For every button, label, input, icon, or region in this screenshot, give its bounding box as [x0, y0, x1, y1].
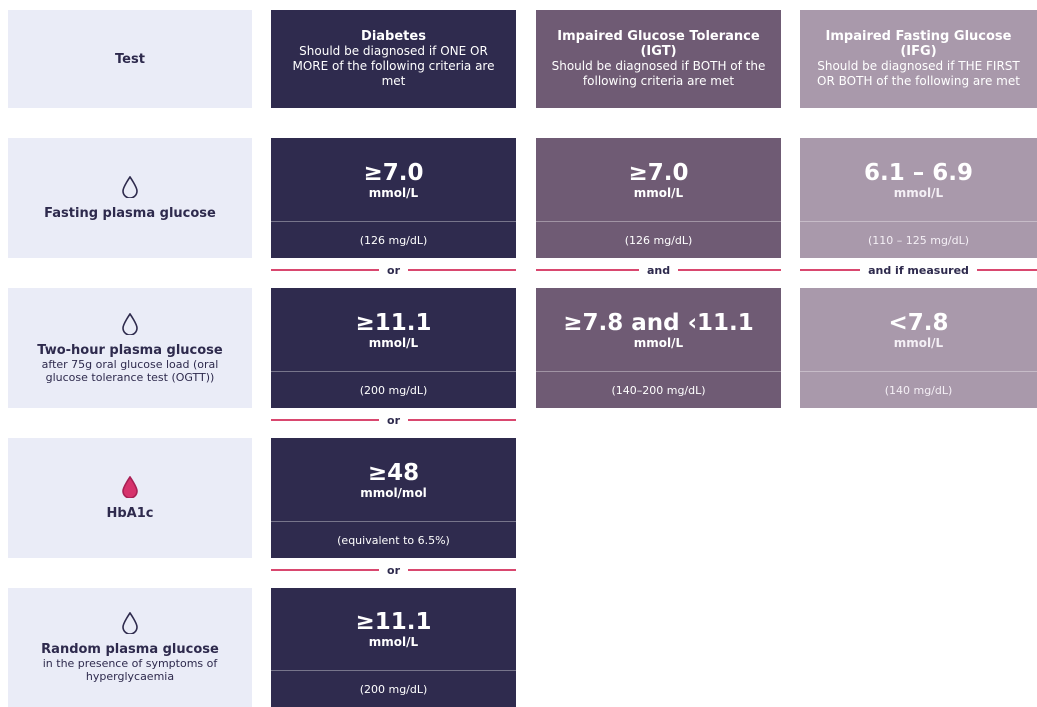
test-name: Fasting plasma glucose: [44, 205, 216, 221]
cell-main: 6.1 – 6.9 mmol/L: [800, 138, 1037, 222]
connector: or: [271, 563, 517, 577]
connector-line: [271, 569, 380, 571]
value: ≥7.8 and ‹11.1: [563, 309, 754, 336]
cell-main: ≥11.1 mmol/L: [271, 288, 516, 372]
value: 6.1 – 6.9: [863, 159, 973, 186]
sub-value: (140 mg/dL): [800, 371, 1037, 408]
cell-main: ≥11.1 mmol/L: [271, 588, 516, 671]
header-igt: Impaired Glucose Tolerance (IGT) Should b…: [536, 10, 781, 108]
connector-label: and if measured: [868, 263, 969, 277]
test-cell: HbA1c: [8, 438, 252, 558]
unit: mmol/L: [633, 335, 684, 350]
connector: and if measured: [800, 263, 1037, 277]
header-title: Impaired Fasting Glucose (IFG): [825, 29, 1012, 59]
test-note: in the presence of symptoms of hyperglyc…: [42, 657, 218, 683]
connector-line: [800, 269, 861, 271]
sub-value: (126 mg/dL): [536, 221, 781, 258]
sub-value: (110 – 125 mg/dL): [800, 221, 1037, 258]
header-ifg: Impaired Fasting Glucose (IFG) Should be …: [800, 10, 1037, 108]
criteria-cell: ≥7.0 mmol/L (126 mg/dL): [536, 138, 781, 258]
value: ≥11.1: [355, 309, 432, 336]
sub-value: (200 mg/dL): [271, 670, 516, 707]
criteria-cell: 6.1 – 6.9 mmol/L (110 – 125 mg/dL): [800, 138, 1037, 258]
value: ≥7.0: [363, 159, 424, 186]
connector-line: [408, 419, 517, 421]
unit: mmol/L: [893, 335, 944, 350]
drop-icon: [122, 312, 138, 335]
drop-icon: [122, 475, 138, 498]
header-test: Test: [8, 10, 252, 108]
header-subtitle: Should be diagnosed if BOTH of the follo…: [551, 59, 766, 88]
sub-value: (200 mg/dL): [271, 371, 516, 408]
connector-line: [408, 269, 517, 271]
connector-line: [536, 269, 639, 271]
connector-label: or: [387, 263, 400, 277]
unit: mmol/mol: [360, 485, 427, 500]
cell-main: ≥7.0 mmol/L: [536, 138, 781, 222]
connector: or: [271, 263, 517, 277]
value: <7.8: [888, 309, 949, 336]
test-note: after 75g oral glucose load (oral glucos…: [41, 357, 219, 384]
unit: mmol/L: [368, 185, 419, 200]
test-name: Two-hour plasma glucose: [37, 342, 223, 358]
cell-main: ≥7.0 mmol/L: [271, 138, 516, 222]
criteria-cell: ≥48 mmol/mol (equivalent to 6.5%): [271, 438, 516, 558]
criteria-cell: ≥11.1 mmol/L (200 mg/dL): [271, 588, 516, 707]
header-title: Diabetes: [361, 29, 426, 44]
connector-line: [678, 269, 782, 271]
test-cell: Random plasma glucose in the presence of …: [8, 588, 252, 707]
header-text: Test: [115, 51, 145, 67]
drop-icon: [122, 175, 138, 198]
criteria-cell: ≥7.0 mmol/L (126 mg/dL): [271, 138, 516, 258]
test-cell: Fasting plasma glucose: [8, 138, 252, 258]
unit: mmol/L: [633, 185, 684, 200]
header-diabetes: Diabetes Should be diagnosed if ONE OR MO…: [271, 10, 516, 108]
connector-label: and: [646, 263, 671, 277]
connector: and: [536, 263, 782, 277]
unit: mmol/L: [893, 185, 944, 200]
connector-line: [976, 269, 1037, 271]
sub-value: (140–200 mg/dL): [536, 371, 781, 408]
value: ≥7.0: [628, 159, 689, 186]
connector-line: [271, 419, 380, 421]
cell-main: <7.8 mmol/L: [800, 288, 1037, 372]
test-name: HbA1c: [106, 505, 154, 521]
value: ≥11.1: [355, 609, 432, 635]
test-name: Random plasma glucose: [41, 642, 219, 657]
criteria-cell: ≥11.1 mmol/L (200 mg/dL): [271, 288, 516, 408]
header-subtitle: Should be diagnosed if ONE OR MORE of th…: [292, 44, 495, 88]
cell-main: ≥7.8 and ‹11.1 mmol/L: [536, 288, 781, 372]
connector-label: or: [387, 413, 400, 427]
connector-line: [271, 269, 380, 271]
unit: mmol/L: [368, 635, 419, 649]
header-title: Impaired Glucose Tolerance (IGT): [557, 29, 760, 59]
unit: mmol/L: [368, 335, 419, 350]
value: ≥48: [367, 459, 420, 486]
sub-value: (equivalent to 6.5%): [271, 521, 516, 558]
header-subtitle: Should be diagnosed if THE FIRST OR BOTH…: [817, 59, 1020, 88]
criteria-cell: <7.8 mmol/L (140 mg/dL): [800, 288, 1037, 408]
sub-value: (126 mg/dL): [271, 221, 516, 258]
test-cell: Two-hour plasma glucose after 75g oral gl…: [8, 288, 252, 408]
criteria-cell: ≥7.8 and ‹11.1 mmol/L (140–200 mg/dL): [536, 288, 781, 408]
drop-icon: [122, 612, 138, 634]
connector-line: [408, 569, 517, 571]
cell-main: ≥48 mmol/mol: [271, 438, 516, 522]
connector-label: or: [387, 563, 400, 577]
connector: or: [271, 413, 517, 427]
